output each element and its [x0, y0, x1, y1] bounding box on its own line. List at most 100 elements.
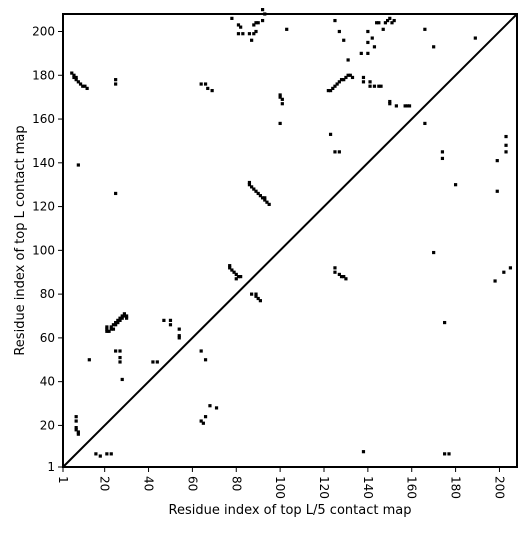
contact-point: [168, 323, 173, 327]
contact-point: [72, 75, 76, 80]
contact-point: [333, 18, 337, 23]
contact-point: [118, 316, 122, 320]
contact-point: [493, 279, 497, 283]
contact-point: [502, 270, 506, 274]
contact-point: [162, 318, 166, 322]
contact-point: [85, 86, 89, 91]
contact-point: [203, 358, 208, 362]
contact-point: [337, 272, 341, 277]
contact-point: [250, 38, 254, 42]
contact-point: [122, 312, 127, 316]
y-tick-label: 160: [32, 112, 55, 126]
contact-point: [381, 27, 385, 31]
contact-point: [254, 29, 258, 34]
contact-point: [379, 84, 383, 88]
x-axis-label: Residue index of top L/5 contact map: [169, 503, 412, 518]
contact-point: [440, 156, 445, 161]
contact-point: [155, 360, 159, 364]
contact-point: [280, 97, 284, 101]
contact-point: [278, 95, 282, 99]
contact-point: [361, 80, 366, 84]
contact-point: [377, 21, 381, 25]
contact-point: [372, 84, 377, 88]
contact-point: [263, 196, 267, 200]
x-axis-ticks: 1 20 40 60 80 100 120 140 160 180 200: [56, 467, 506, 499]
contact-point: [201, 421, 205, 425]
contact-point: [328, 132, 333, 136]
contact-point: [122, 314, 127, 318]
contact-point: [342, 38, 346, 42]
contact-point: [443, 452, 447, 456]
contact-point: [105, 452, 109, 456]
contact-point: [342, 78, 346, 82]
contact-point: [120, 316, 124, 320]
contact-point: [405, 104, 409, 108]
contact-point: [285, 27, 289, 31]
contact-point: [177, 334, 181, 338]
y-tick-label: 20: [40, 418, 55, 432]
contact-point: [473, 36, 477, 40]
contact-point: [333, 84, 337, 88]
contact-point: [278, 93, 282, 97]
contact-point: [375, 21, 379, 25]
contact-point: [370, 36, 374, 40]
contact-point: [361, 450, 366, 454]
contact-point: [278, 121, 282, 126]
contact-point: [508, 266, 513, 270]
contact-point: [236, 275, 241, 279]
contact-point: [344, 277, 348, 281]
contact-point: [247, 32, 252, 36]
contact-point: [177, 327, 181, 331]
contact-point: [111, 323, 116, 327]
contact-point: [423, 27, 427, 31]
contact-point: [114, 349, 118, 353]
contact-point: [70, 71, 74, 75]
contact-point: [392, 18, 396, 23]
contact-point: [230, 16, 234, 20]
points-layer: [70, 8, 513, 458]
contact-point: [337, 29, 341, 34]
contact-point: [230, 268, 234, 272]
contact-point: [335, 82, 339, 86]
y-tick-label: 100: [32, 243, 55, 257]
contact-point: [368, 84, 372, 88]
contact-point: [333, 270, 337, 274]
contact-point: [337, 150, 341, 154]
contact-point: [228, 266, 232, 270]
contact-point: [76, 430, 80, 434]
x-tick-label: 180: [449, 476, 463, 499]
contact-point: [383, 21, 388, 25]
contact-point: [151, 360, 155, 364]
contact-point: [78, 82, 83, 86]
contact-point: [228, 264, 232, 268]
contact-point: [250, 185, 254, 189]
contact-point: [252, 32, 256, 36]
x-tick-label: 80: [229, 476, 243, 491]
contact-point: [366, 51, 370, 55]
contact-point: [256, 296, 260, 301]
x-tick-label: 120: [317, 476, 331, 499]
contact-point: [74, 428, 78, 432]
contact-point: [199, 349, 203, 353]
contact-point: [118, 349, 122, 353]
contact-point: [254, 294, 258, 298]
y-tick-label: 40: [40, 375, 55, 389]
contact-point: [76, 432, 80, 436]
contact-point: [74, 419, 78, 423]
contact-point: [260, 8, 265, 12]
x-tick-label: 100: [273, 476, 287, 499]
contact-point: [326, 88, 330, 93]
contact-point: [328, 88, 333, 93]
contact-point: [388, 99, 392, 104]
contact-point: [239, 275, 243, 279]
contact-point: [388, 102, 392, 106]
contact-point: [403, 104, 407, 108]
contact-point: [120, 314, 124, 318]
contact-point: [107, 329, 111, 333]
contact-point: [232, 270, 236, 274]
y-tick-label: 80: [40, 287, 55, 301]
contact-point: [247, 180, 252, 185]
contact-point: [72, 73, 76, 77]
contact-point: [114, 320, 118, 325]
